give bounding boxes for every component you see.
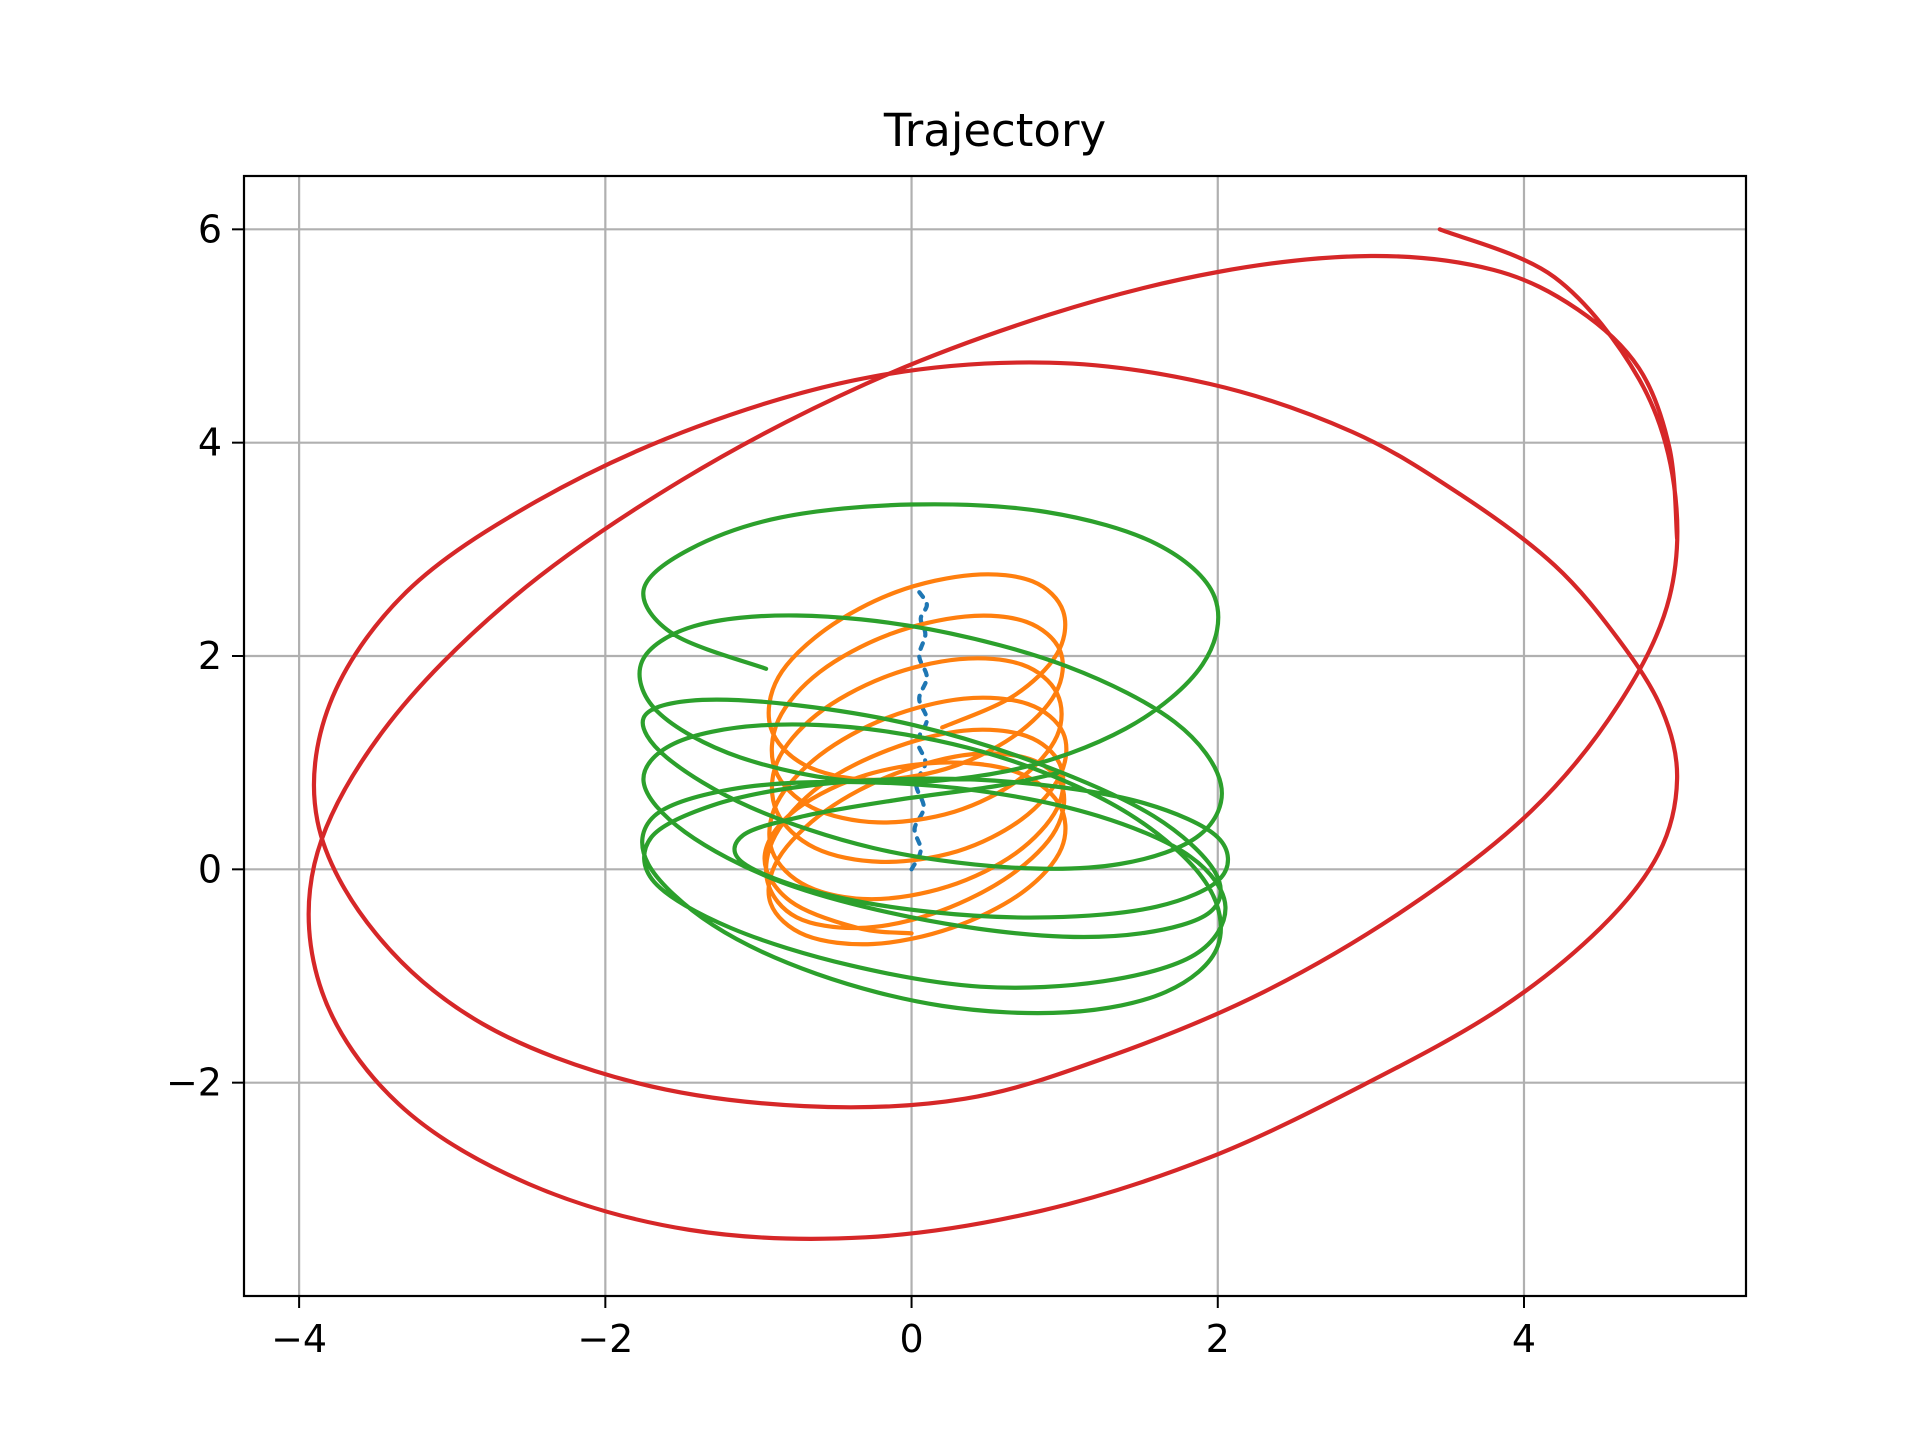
y-tick-label: 4	[198, 421, 222, 465]
series-layer	[306, 227, 1680, 1241]
x-tick-label: 4	[1512, 1317, 1536, 1361]
series-line-4	[306, 227, 1680, 1241]
series-line-2	[762, 572, 1069, 947]
axes-frame	[242, 174, 1748, 1298]
y-tick-label: 0	[198, 847, 222, 891]
x-tick-label: −4	[271, 1317, 327, 1361]
chart-title: Trajectory	[883, 104, 1106, 157]
axis-ticks: −4 −2 0 2 4 −2 0 2 4 6	[166, 207, 1536, 1361]
y-tick-label: 6	[198, 207, 222, 251]
x-tick-label: −2	[577, 1317, 633, 1361]
y-tick-label: −2	[166, 1061, 222, 1105]
y-tick-label: 2	[198, 634, 222, 678]
series-line-3	[637, 502, 1231, 1016]
x-tick-label: 2	[1206, 1317, 1230, 1361]
x-tick-label: 0	[899, 1317, 923, 1361]
plot-area	[306, 227, 1680, 1241]
